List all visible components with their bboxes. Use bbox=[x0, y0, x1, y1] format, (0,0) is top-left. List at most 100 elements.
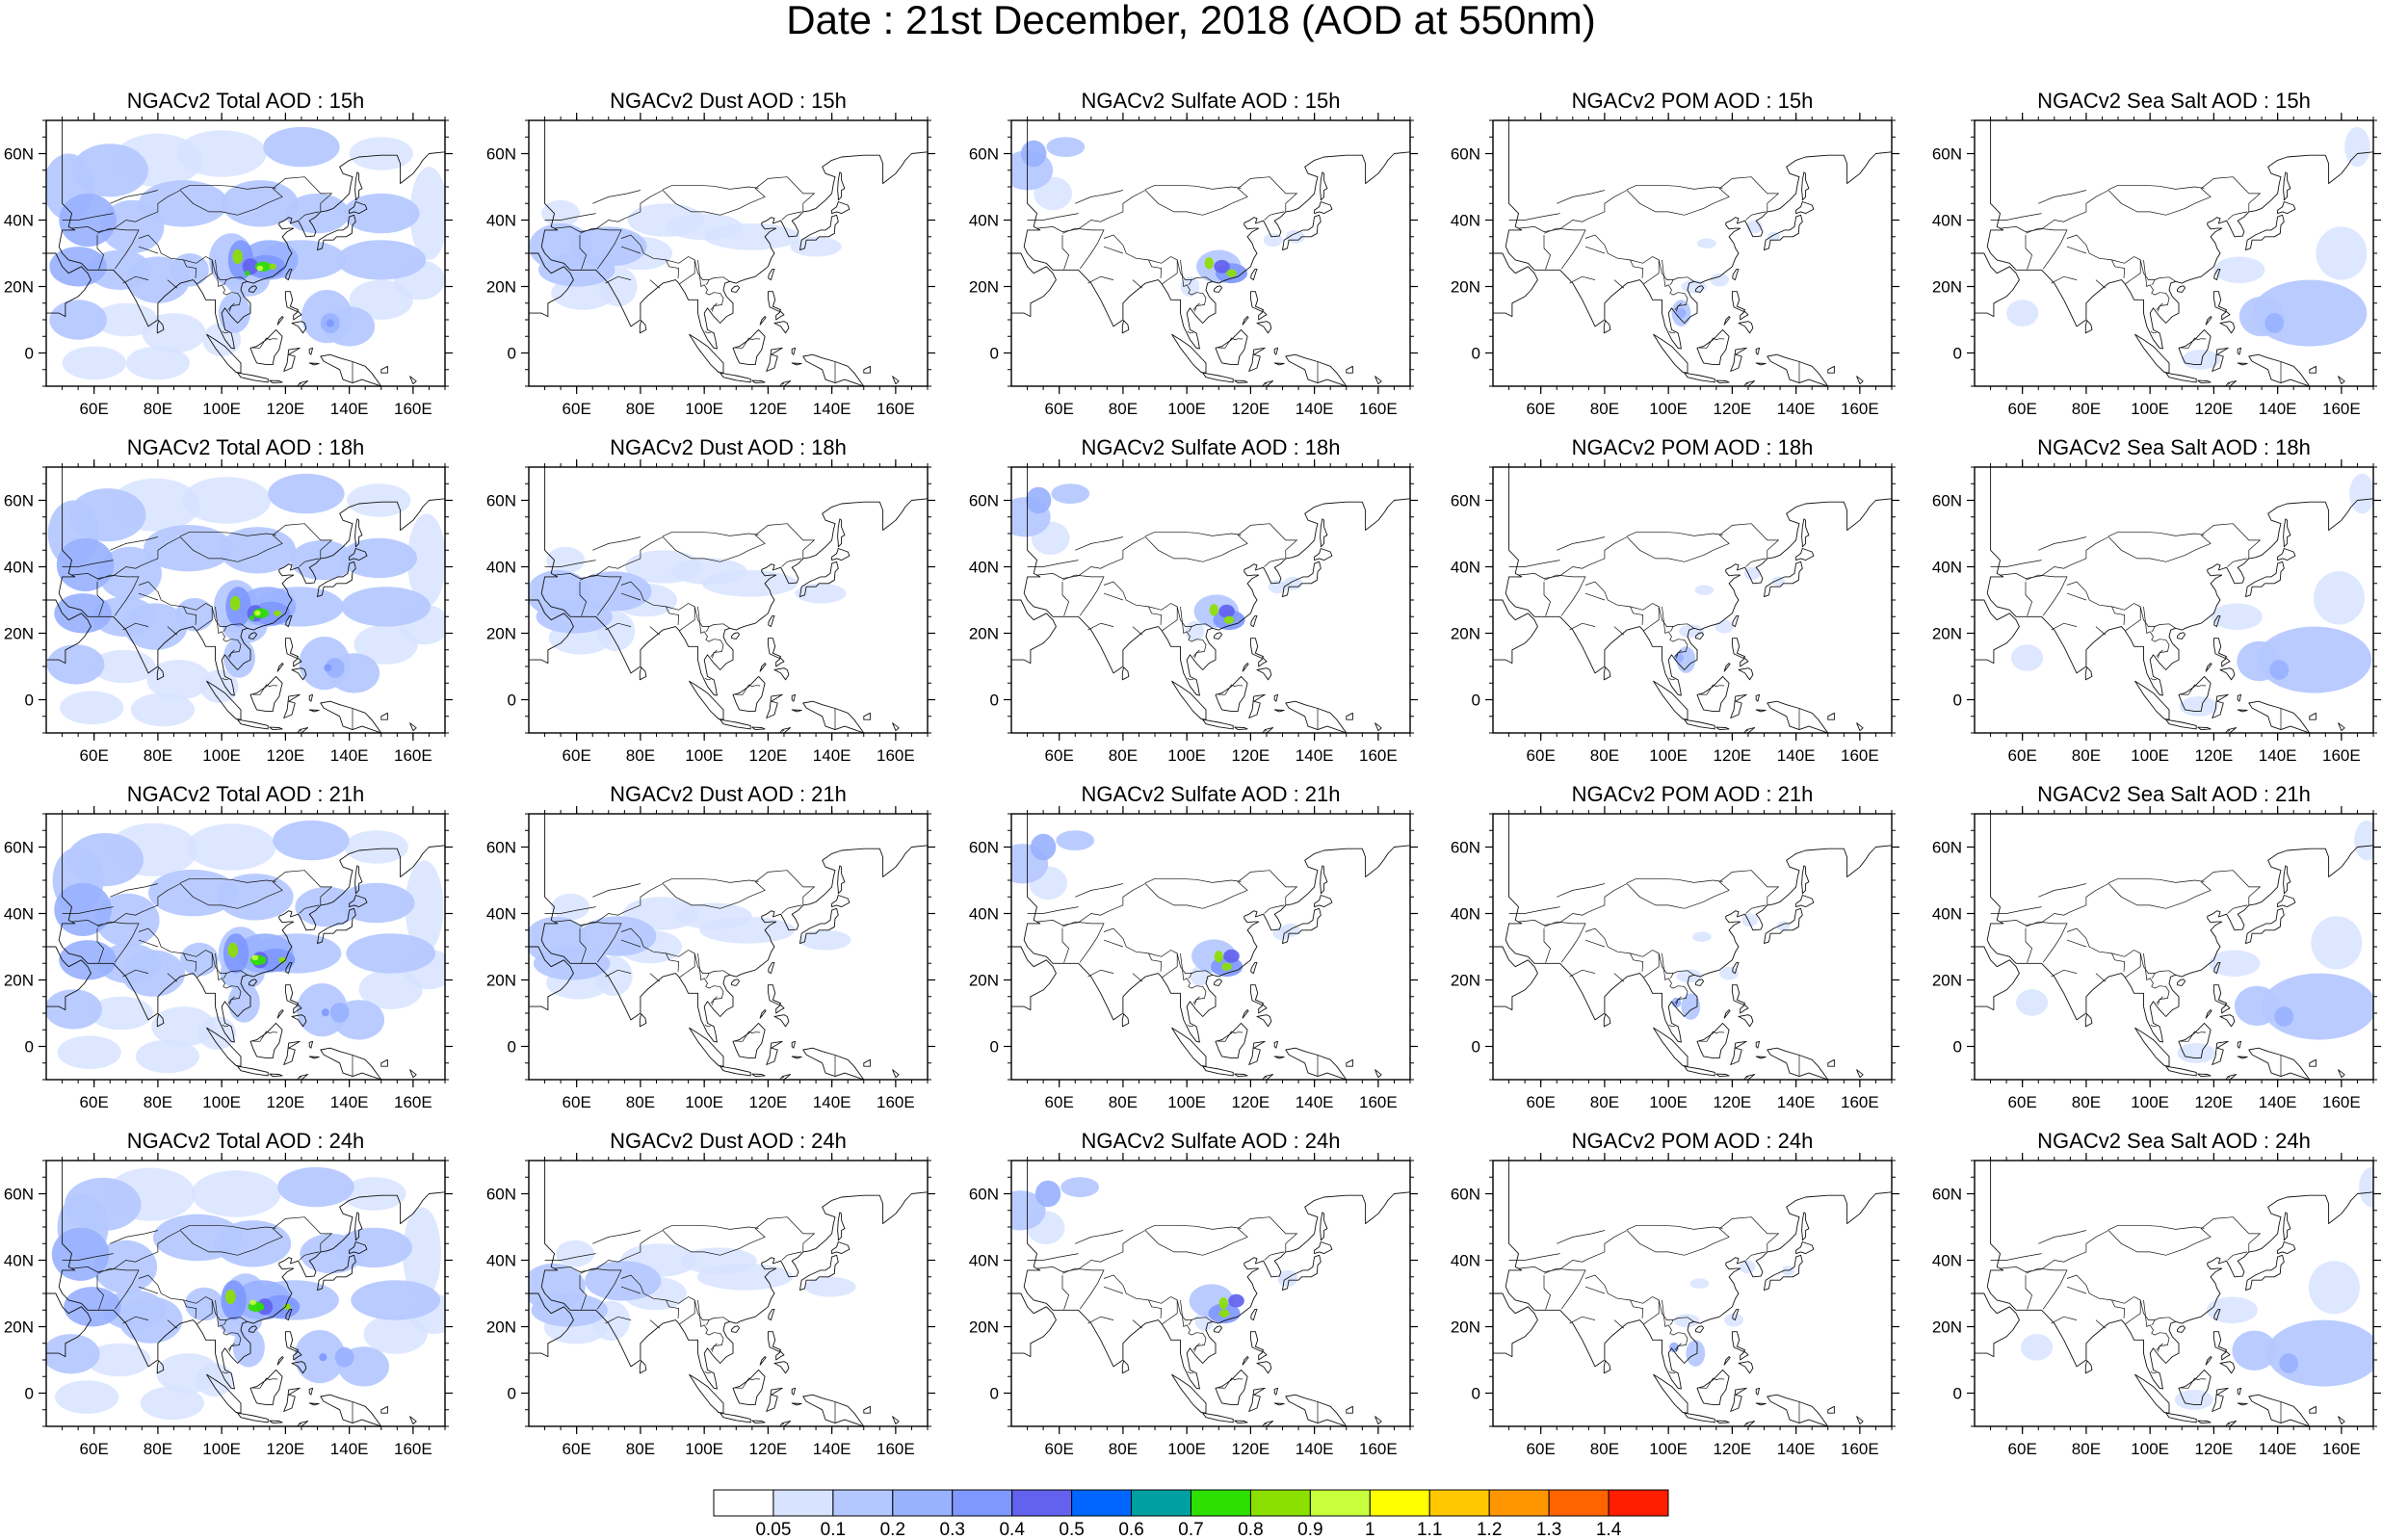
country-border bbox=[1745, 211, 1767, 221]
coastline bbox=[767, 1331, 782, 1352]
aod-region bbox=[351, 1280, 441, 1320]
lon-tick-label: 140E bbox=[2259, 746, 2297, 765]
country-border bbox=[1626, 877, 1723, 884]
colorbar-box bbox=[832, 1489, 894, 1517]
lon-tick-label: 120E bbox=[1232, 746, 1270, 765]
coastline bbox=[775, 310, 785, 321]
country-border bbox=[1669, 972, 1674, 979]
country-border bbox=[222, 278, 227, 286]
panel-title-sulfate-3: NGACv2 Sulfate AOD : 24h bbox=[1081, 1129, 1341, 1153]
aod-region bbox=[144, 525, 233, 572]
country-border bbox=[579, 235, 587, 270]
coastline bbox=[1827, 1058, 1835, 1067]
coastline bbox=[2213, 1309, 2221, 1321]
coastline bbox=[2219, 321, 2236, 334]
coastline bbox=[831, 201, 851, 215]
country-border bbox=[592, 883, 641, 898]
aod-region bbox=[344, 830, 408, 864]
country-border bbox=[227, 1343, 235, 1350]
lon-tick-label: 60E bbox=[80, 1093, 109, 1111]
lon-tick-label: 100E bbox=[202, 746, 241, 765]
coastline bbox=[529, 252, 574, 386]
aod-region bbox=[89, 996, 153, 1031]
lat-tick-label: 0 bbox=[25, 1038, 34, 1057]
coastline bbox=[293, 1004, 302, 1014]
coastline bbox=[1684, 1412, 1715, 1423]
coastline bbox=[1975, 252, 2020, 386]
coastline bbox=[892, 1416, 900, 1425]
colorbar-box bbox=[772, 1489, 834, 1517]
lat-tick-label: 60N bbox=[1451, 145, 1480, 164]
coastline bbox=[2277, 1241, 2296, 1255]
country-border bbox=[782, 1076, 785, 1079]
coastline bbox=[768, 615, 775, 628]
aod-region bbox=[1781, 1266, 1794, 1276]
coastline bbox=[285, 269, 293, 281]
lon-tick-label: 60E bbox=[1045, 1440, 1074, 1458]
coastline bbox=[269, 726, 283, 731]
lon-tick-label: 140E bbox=[813, 400, 851, 418]
lon-tick-label: 100E bbox=[685, 746, 723, 765]
country-border bbox=[2228, 1423, 2231, 1425]
coastline bbox=[732, 1022, 766, 1059]
lon-tick-label: 60E bbox=[1045, 1093, 1074, 1111]
aod-region bbox=[1669, 1342, 1679, 1353]
lon-tick-label: 120E bbox=[267, 1093, 305, 1111]
aod-region bbox=[580, 916, 657, 956]
lon-tick-label: 120E bbox=[1714, 400, 1752, 418]
aod-region bbox=[256, 1298, 274, 1316]
aod-region bbox=[1021, 140, 1047, 168]
lat-tick-label: 60N bbox=[969, 839, 999, 857]
country-border bbox=[179, 877, 276, 884]
country-border bbox=[1103, 234, 1178, 284]
aod-region bbox=[1686, 1340, 1706, 1367]
map-frame bbox=[1492, 119, 1893, 387]
colorbar-label: 1.3 bbox=[1535, 1520, 1562, 1540]
coastline bbox=[2212, 347, 2229, 372]
country-border bbox=[1188, 625, 1192, 633]
country-border bbox=[1557, 536, 1605, 551]
country-border bbox=[1626, 184, 1723, 191]
coastline bbox=[1248, 1387, 1266, 1412]
coastline bbox=[2178, 328, 2212, 366]
coastline bbox=[2212, 693, 2229, 718]
country-border bbox=[2025, 235, 2032, 270]
coastline bbox=[1731, 984, 1746, 1005]
coastline bbox=[1242, 316, 1249, 326]
lon-tick-label: 160E bbox=[1359, 400, 1398, 418]
coastline bbox=[5, 233, 12, 237]
aod-region bbox=[277, 1166, 354, 1208]
coastline bbox=[276, 663, 284, 672]
lat-tick-label: 60N bbox=[4, 145, 34, 164]
lon-tick-label: 80E bbox=[1590, 746, 1619, 765]
coastline bbox=[2212, 1387, 2229, 1412]
colorbar-box bbox=[1249, 1489, 1311, 1517]
aod-region bbox=[556, 1240, 594, 1267]
coastline bbox=[1755, 709, 1767, 713]
country-border bbox=[649, 279, 661, 289]
aod-region bbox=[232, 1327, 265, 1368]
aod-region bbox=[349, 279, 413, 320]
coastline bbox=[970, 927, 977, 930]
country-border bbox=[2156, 1343, 2163, 1350]
colorbar-box bbox=[1608, 1489, 1669, 1517]
country-border bbox=[1148, 606, 1163, 625]
aod-region bbox=[1223, 949, 1240, 963]
country-border bbox=[544, 213, 596, 221]
country-border bbox=[1075, 1230, 1123, 1244]
panel-title-seasalt-3: NGACv2 Sea Salt AOD : 24h bbox=[2037, 1129, 2311, 1153]
coastline bbox=[317, 907, 356, 945]
aod-region bbox=[1741, 913, 1758, 927]
lon-tick-label: 120E bbox=[1232, 1093, 1270, 1111]
country-border bbox=[222, 1370, 228, 1374]
country-border bbox=[710, 649, 718, 657]
country-border bbox=[62, 1253, 114, 1261]
country-border bbox=[592, 1230, 641, 1244]
coastline bbox=[1755, 347, 1761, 355]
coastline bbox=[1603, 320, 1611, 334]
coastline bbox=[1248, 347, 1266, 372]
aod-region bbox=[338, 882, 415, 924]
country-border bbox=[96, 574, 140, 616]
country-border bbox=[1180, 259, 1207, 312]
country-border bbox=[554, 870, 816, 926]
